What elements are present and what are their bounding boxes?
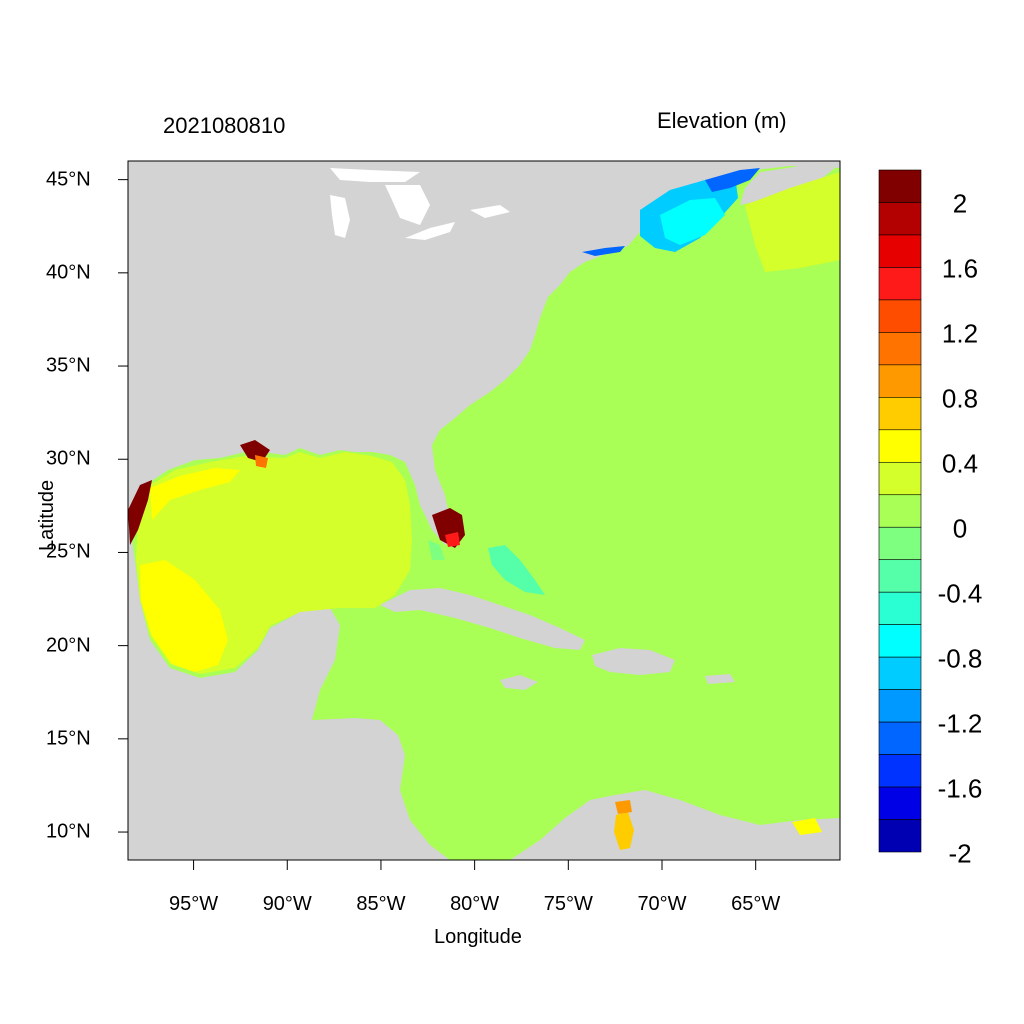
colorbar-swatch bbox=[878, 624, 922, 658]
bahamas-banks bbox=[488, 545, 545, 595]
colorbar-label: -1.2 bbox=[937, 708, 983, 739]
colorbar-swatch bbox=[878, 299, 922, 333]
texas-coast-marks bbox=[128, 480, 152, 545]
lake-erie bbox=[405, 222, 455, 240]
lat-tick-label: 35°N bbox=[46, 354, 91, 377]
lat-tick-label: 25°N bbox=[46, 540, 91, 563]
lat-tick-label: 30°N bbox=[46, 447, 91, 470]
colorbar-swatch bbox=[878, 689, 922, 723]
florida-bay-band bbox=[428, 540, 445, 560]
hispaniola-land bbox=[592, 648, 675, 675]
colorbar-swatch bbox=[878, 494, 922, 528]
western-gulf-high-zone bbox=[140, 560, 228, 672]
colorbar-label: 1.6 bbox=[941, 253, 979, 284]
lon-tick-label: 75°W bbox=[543, 893, 593, 915]
lon-tick-label: 70°W bbox=[637, 893, 687, 915]
louisiana-coast-marks bbox=[240, 440, 270, 462]
lake-maracaibo-yellow bbox=[614, 812, 634, 850]
lon-tick-label: 85°W bbox=[356, 893, 406, 915]
colorbar-swatch bbox=[878, 754, 922, 788]
north-america-land bbox=[128, 161, 840, 545]
lake-superior bbox=[330, 168, 420, 182]
colorbar-swatch bbox=[878, 364, 922, 398]
mexico-central-america-land bbox=[128, 515, 450, 860]
colorbar-label: 2 bbox=[952, 188, 968, 219]
tick-marks bbox=[118, 179, 757, 870]
colorbar bbox=[878, 169, 922, 853]
colorbar-swatch bbox=[878, 267, 922, 301]
lat-tick-label: 15°N bbox=[46, 727, 91, 750]
colorbar-swatch bbox=[878, 656, 922, 690]
colorbar-label: -0.4 bbox=[937, 578, 983, 609]
colorbar-swatch bbox=[878, 819, 922, 853]
gulf-of-venezuela-orange bbox=[615, 800, 632, 814]
colorbar-swatch bbox=[878, 786, 922, 820]
colorbar-swatch bbox=[878, 234, 922, 268]
puerto-rico-land bbox=[705, 674, 735, 684]
lake-huron bbox=[385, 185, 430, 225]
colorbar-swatch bbox=[878, 202, 922, 236]
colorbar-label: -0.8 bbox=[937, 643, 983, 674]
lake-ontario bbox=[470, 205, 510, 218]
map-plot-area bbox=[128, 161, 840, 860]
lon-tick-label: 80°W bbox=[450, 893, 500, 915]
lake-michigan bbox=[330, 195, 350, 238]
colorbar-swatch bbox=[878, 526, 922, 561]
colorbar-label: 0 bbox=[952, 513, 968, 544]
cuba-land bbox=[380, 588, 585, 650]
lat-tick-label: 45°N bbox=[46, 168, 91, 191]
south-america-land bbox=[510, 790, 840, 860]
gulf-of-maine-core bbox=[660, 198, 725, 245]
colorbar-swatch bbox=[878, 429, 922, 463]
colorbar-swatch bbox=[878, 397, 922, 431]
scotian-shelf-high bbox=[745, 172, 840, 272]
northern-gulf-high-zone bbox=[150, 468, 240, 520]
louisiana-orange bbox=[255, 455, 268, 468]
colorbar-label: 1.2 bbox=[941, 318, 979, 349]
colorbar-swatch bbox=[878, 169, 922, 203]
lat-tick-label: 20°N bbox=[46, 634, 91, 657]
long-island-sound-low bbox=[582, 246, 625, 256]
jamaica-land bbox=[500, 675, 538, 690]
colorbar-label: 0.8 bbox=[941, 383, 979, 414]
colorbar-swatch bbox=[878, 721, 922, 755]
lon-tick-label: 65°W bbox=[731, 893, 781, 915]
lat-tick-label: 40°N bbox=[46, 261, 91, 284]
lat-tick-label: 10°N bbox=[46, 820, 91, 843]
map-frame bbox=[127, 160, 841, 861]
south-florida-red bbox=[445, 532, 460, 547]
land-masses bbox=[128, 161, 840, 860]
colorbar-swatch bbox=[878, 591, 922, 625]
lon-tick-label: 95°W bbox=[169, 893, 219, 915]
colorbar-label: 0.4 bbox=[941, 448, 979, 479]
colorbar-label: -2 bbox=[948, 838, 972, 869]
trinidad-yellow bbox=[792, 818, 822, 835]
nova-scotia-land bbox=[740, 166, 835, 205]
lon-tick-label: 90°W bbox=[262, 893, 312, 915]
colorbar-swatch bbox=[878, 461, 922, 496]
great-lakes bbox=[330, 168, 510, 240]
colorbar-swatch bbox=[878, 332, 922, 366]
colorbar-swatch bbox=[878, 559, 922, 593]
x-axis-title: Longitude bbox=[434, 926, 522, 948]
variable-label: Elevation (m) bbox=[657, 108, 787, 133]
bay-of-fundy-low bbox=[705, 168, 760, 192]
date-label: 2021080810 bbox=[163, 113, 286, 138]
colorbar-label: -1.6 bbox=[937, 773, 983, 804]
